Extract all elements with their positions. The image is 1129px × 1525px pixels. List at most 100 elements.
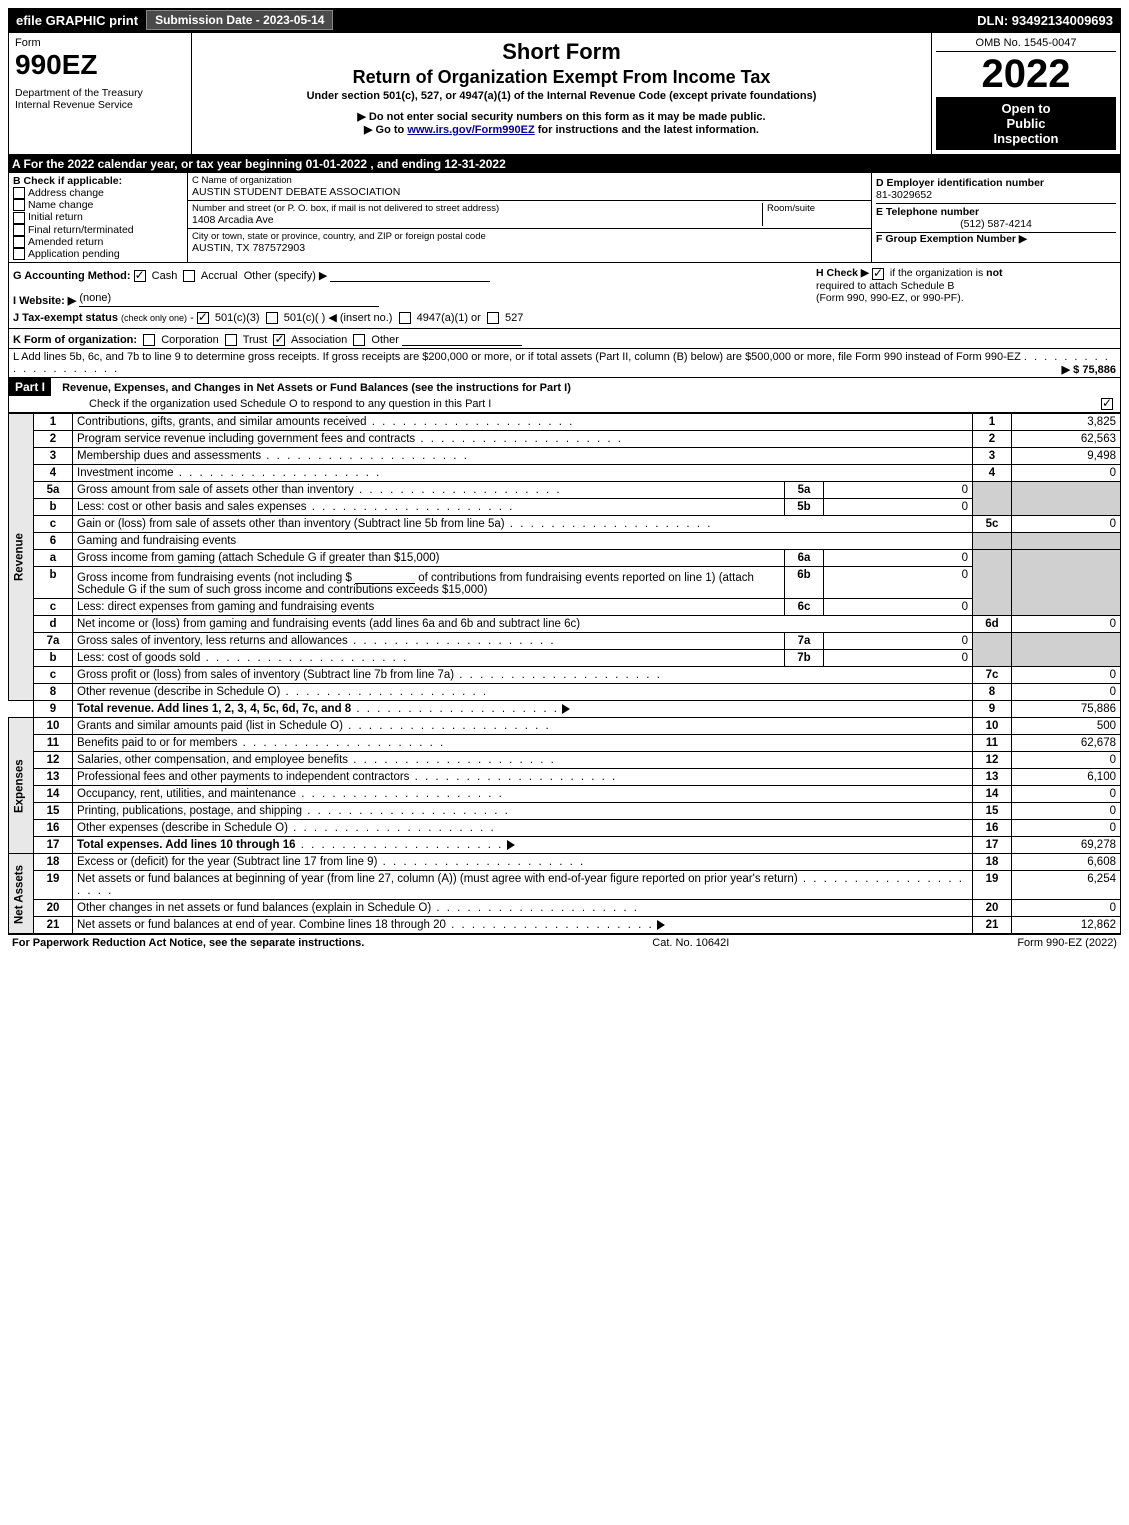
cb-accrual[interactable] bbox=[183, 270, 195, 282]
cb-trust[interactable] bbox=[225, 334, 237, 346]
other-org-input[interactable] bbox=[402, 331, 522, 346]
other-specify-input[interactable] bbox=[330, 267, 490, 282]
cb-part1-schedule-o[interactable] bbox=[1101, 398, 1113, 410]
table-row: a Gross income from gaming (attach Sched… bbox=[9, 550, 1121, 567]
table-row: 15 Printing, publications, postage, and … bbox=[9, 803, 1121, 820]
ein-label: D Employer identification number bbox=[876, 177, 1116, 189]
amount-l7c: 0 bbox=[1012, 667, 1121, 684]
l-text: L Add lines 5b, 6c, and 7b to line 9 to … bbox=[13, 351, 1021, 363]
amount-l5b: 0 bbox=[824, 499, 973, 516]
city-label: City or town, state or province, country… bbox=[192, 231, 867, 242]
header-left: Form 990EZ Department of the Treasury In… bbox=[9, 33, 192, 154]
amount-l6a: 0 bbox=[824, 550, 973, 567]
footer-center: Cat. No. 10642I bbox=[652, 937, 729, 949]
city-row: City or town, state or province, country… bbox=[188, 229, 871, 256]
table-row: 14 Occupancy, rent, utilities, and maint… bbox=[9, 786, 1121, 803]
amount-l19: 6,254 bbox=[1012, 871, 1121, 900]
cb-other-org[interactable] bbox=[353, 334, 365, 346]
cb-501c3[interactable] bbox=[197, 312, 209, 324]
h-text2: required to attach Schedule B bbox=[816, 280, 954, 292]
amount-l11: 62,678 bbox=[1012, 735, 1121, 752]
page-footer: For Paperwork Reduction Act Notice, see … bbox=[8, 934, 1121, 951]
open-line1: Open to bbox=[940, 101, 1112, 116]
amount-l1: 3,825 bbox=[1012, 414, 1121, 431]
addr-label: Number and street (or P. O. box, if mail… bbox=[192, 203, 762, 214]
cb-amended-return[interactable]: Amended return bbox=[13, 236, 183, 248]
arrow-icon bbox=[562, 704, 570, 714]
amount-l12: 0 bbox=[1012, 752, 1121, 769]
table-row: 13 Professional fees and other payments … bbox=[9, 769, 1121, 786]
cb-name-change[interactable]: Name change bbox=[13, 199, 183, 211]
cb-h-check[interactable] bbox=[872, 268, 884, 280]
table-row: c Gain or (loss) from sale of assets oth… bbox=[9, 516, 1121, 533]
part1-heading: Revenue, Expenses, and Changes in Net As… bbox=[54, 382, 571, 394]
tel-value: (512) 587-4214 bbox=[876, 218, 1116, 230]
table-row: 4 Investment income 4 0 bbox=[9, 465, 1121, 482]
amount-l6b: 0 bbox=[824, 567, 973, 599]
contrib-amount-input[interactable] bbox=[355, 569, 415, 584]
table-row: 7a Gross sales of inventory, less return… bbox=[9, 633, 1121, 650]
irs-link[interactable]: www.irs.gov/Form990EZ bbox=[407, 124, 534, 136]
cb-4947[interactable] bbox=[399, 312, 411, 324]
cb-501c[interactable] bbox=[266, 312, 278, 324]
j-label: J Tax-exempt status bbox=[13, 312, 118, 324]
group-label: F Group Exemption Number ▶ bbox=[876, 233, 1116, 245]
return-title: Return of Organization Exempt From Incom… bbox=[196, 67, 927, 88]
header-right: OMB No. 1545-0047 2022 Open to Public In… bbox=[931, 33, 1120, 154]
section-i: I Website: ▶ (none) bbox=[13, 292, 816, 307]
part1-checkline: Check if the organization used Schedule … bbox=[89, 398, 491, 410]
checkbox-icon[interactable] bbox=[13, 212, 25, 224]
dept-irs: Internal Revenue Service bbox=[15, 99, 185, 111]
amount-l4: 0 bbox=[1012, 465, 1121, 482]
amount-l13: 6,100 bbox=[1012, 769, 1121, 786]
checkbox-icon[interactable] bbox=[13, 236, 25, 248]
g-label: G Accounting Method: bbox=[13, 270, 131, 282]
table-row: 12 Salaries, other compensation, and emp… bbox=[9, 752, 1121, 769]
checkbox-icon[interactable] bbox=[13, 187, 25, 199]
section-j: J Tax-exempt status (check only one) - 5… bbox=[13, 311, 816, 324]
cb-527[interactable] bbox=[487, 312, 499, 324]
ein-block: D Employer identification number 81-3029… bbox=[876, 175, 1116, 204]
h-label: H Check ▶ bbox=[816, 267, 869, 279]
goto-note: ▶ Go to www.irs.gov/Form990EZ for instru… bbox=[196, 123, 927, 136]
amount-l8: 0 bbox=[1012, 684, 1121, 701]
table-row: 17 Total expenses. Add lines 10 through … bbox=[9, 837, 1121, 854]
goto-prefix: ▶ Go to bbox=[364, 124, 407, 136]
amount-l6c: 0 bbox=[824, 599, 973, 616]
section-l: L Add lines 5b, 6c, and 7b to line 9 to … bbox=[8, 349, 1121, 378]
table-row: Expenses 10 Grants and similar amounts p… bbox=[9, 718, 1121, 735]
cb-association[interactable] bbox=[273, 334, 285, 346]
group-block: F Group Exemption Number ▶ bbox=[876, 233, 1116, 245]
top-bar: efile GRAPHIC print Submission Date - 20… bbox=[8, 8, 1121, 32]
amount-l5a: 0 bbox=[824, 482, 973, 499]
amount-l7a: 0 bbox=[824, 633, 973, 650]
table-row: 19 Net assets or fund balances at beginn… bbox=[9, 871, 1121, 900]
checkbox-icon[interactable] bbox=[13, 224, 25, 236]
k-label: K Form of organization: bbox=[13, 334, 137, 346]
checkbox-icon[interactable] bbox=[13, 199, 25, 211]
submission-date-button[interactable]: Submission Date - 2023-05-14 bbox=[146, 10, 333, 30]
cb-final-return[interactable]: Final return/terminated bbox=[13, 224, 183, 236]
gh-row: G Accounting Method: Cash Accrual Other … bbox=[8, 263, 1121, 329]
amount-l14: 0 bbox=[1012, 786, 1121, 803]
table-row: 2 Program service revenue including gove… bbox=[9, 431, 1121, 448]
org-name-label: C Name of organization bbox=[192, 175, 867, 186]
netassets-tab: Net Assets bbox=[9, 854, 34, 934]
cb-initial-return[interactable]: Initial return bbox=[13, 211, 183, 223]
efile-label[interactable]: efile GRAPHIC print bbox=[8, 11, 146, 30]
form-number: 990EZ bbox=[15, 49, 185, 81]
cb-cash[interactable] bbox=[134, 270, 146, 282]
cb-corporation[interactable] bbox=[143, 334, 155, 346]
h-text3: (Form 990, 990-EZ, or 990-PF). bbox=[816, 292, 964, 304]
addr-value: 1408 Arcadia Ave bbox=[192, 214, 762, 226]
amount-l17: 69,278 bbox=[1012, 837, 1121, 854]
amount-l18: 6,608 bbox=[1012, 854, 1121, 871]
cb-application-pending[interactable]: Application pending bbox=[13, 248, 183, 260]
ein-value: 81-3029652 bbox=[876, 189, 1116, 201]
checkbox-icon[interactable] bbox=[13, 248, 25, 260]
lines-table: Revenue 1 Contributions, gifts, grants, … bbox=[8, 413, 1121, 934]
goto-suffix: for instructions and the latest informat… bbox=[535, 124, 759, 136]
website-value: (none) bbox=[79, 292, 379, 307]
open-line3: Inspection bbox=[940, 131, 1112, 146]
cb-address-change[interactable]: Address change bbox=[13, 187, 183, 199]
